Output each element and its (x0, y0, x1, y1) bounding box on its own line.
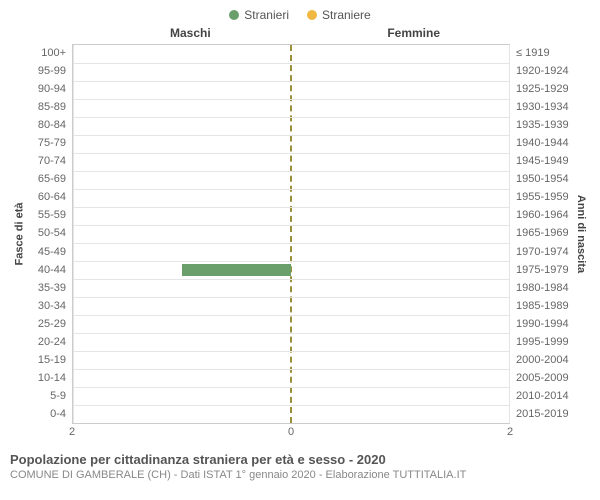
age-label: 65-69 (28, 171, 66, 189)
bar-row (73, 369, 509, 387)
plot-row: Fasce di età 100+95-9990-9485-8980-8475-… (10, 44, 590, 424)
age-label: 80-84 (28, 116, 66, 134)
legend-swatch-male (229, 10, 239, 20)
birth-label: 1945-1949 (516, 153, 572, 171)
bar-row (73, 297, 509, 315)
age-label: 10-14 (28, 370, 66, 388)
footer-subtitle: COMUNE DI GAMBERALE (CH) - Dati ISTAT 1°… (10, 469, 590, 481)
age-label: 25-29 (28, 315, 66, 333)
bar-row (73, 405, 509, 423)
bar-row (73, 351, 509, 369)
y-axis-title-right: Anni di nascita (572, 44, 590, 424)
bar-row (73, 153, 509, 171)
bars (73, 45, 509, 423)
age-label: 45-49 (28, 243, 66, 261)
age-label: 30-34 (28, 297, 66, 315)
x-tick-label: 2 (69, 426, 75, 438)
birth-label: 1970-1974 (516, 243, 572, 261)
bar-row (73, 135, 509, 153)
age-label: 15-19 (28, 352, 66, 370)
x-tick-label: 2 (507, 426, 513, 438)
bar-male (182, 264, 291, 277)
age-label: 70-74 (28, 153, 66, 171)
age-labels: 100+95-9990-9485-8980-8475-7970-7465-696… (28, 44, 72, 424)
age-label: 60-64 (28, 189, 66, 207)
birth-label: 1950-1954 (516, 171, 572, 189)
age-label: 100+ (28, 44, 66, 62)
bar-row (73, 81, 509, 99)
legend-label-male: Stranieri (244, 8, 289, 22)
birth-label: 1980-1984 (516, 279, 572, 297)
legend-swatch-female (307, 10, 317, 20)
birth-label: 1960-1964 (516, 207, 572, 225)
age-label: 20-24 (28, 334, 66, 352)
age-label: 55-59 (28, 207, 66, 225)
bar-row (73, 315, 509, 333)
x-axis: 2 0 2 (10, 426, 590, 442)
age-label: 5-9 (28, 388, 66, 406)
bar-row (73, 117, 509, 135)
birth-label: 1995-1999 (516, 334, 572, 352)
birth-label: 1930-1934 (516, 98, 572, 116)
bar-row (73, 63, 509, 81)
y-axis-title-left: Fasce di età (10, 44, 28, 424)
legend-item-male: Stranieri (229, 8, 289, 22)
birth-label: 1975-1979 (516, 261, 572, 279)
bar-row (73, 99, 509, 117)
bar-row (73, 333, 509, 351)
age-label: 35-39 (28, 279, 66, 297)
birth-label: ≤ 1919 (516, 44, 572, 62)
birth-label: 2015-2019 (516, 406, 572, 424)
bar-row (73, 387, 509, 405)
bar-row (73, 207, 509, 225)
bar-row (73, 45, 509, 63)
birth-label: 1925-1929 (516, 80, 572, 98)
birth-label: 1920-1924 (516, 62, 572, 80)
chart-container: Stranieri Straniere Maschi Femmine Fasce… (0, 0, 600, 500)
age-label: 40-44 (28, 261, 66, 279)
birth-label: 1990-1994 (516, 315, 572, 333)
bar-row (73, 189, 509, 207)
age-label: 85-89 (28, 98, 66, 116)
birth-label: 1940-1944 (516, 134, 572, 152)
legend-item-female: Straniere (307, 8, 371, 22)
footer: Popolazione per cittadinanza straniera p… (10, 452, 590, 481)
age-label: 50-54 (28, 225, 66, 243)
age-label: 90-94 (28, 80, 66, 98)
bar-row (73, 243, 509, 261)
birth-label: 2005-2009 (516, 370, 572, 388)
birth-label: 2000-2004 (516, 352, 572, 370)
column-headers: Maschi Femmine (10, 26, 590, 44)
legend-label-female: Straniere (322, 8, 371, 22)
legend: Stranieri Straniere (10, 8, 590, 22)
birth-label: 1965-1969 (516, 225, 572, 243)
birth-label: 1955-1959 (516, 189, 572, 207)
birth-label: 1935-1939 (516, 116, 572, 134)
plot-area (72, 44, 510, 424)
column-header-male: Maschi (170, 26, 211, 40)
footer-title: Popolazione per cittadinanza straniera p… (10, 452, 590, 467)
age-label: 0-4 (28, 406, 66, 424)
x-ticks: 2 0 2 (72, 426, 510, 442)
bar-row (73, 225, 509, 243)
birth-label: 2010-2014 (516, 388, 572, 406)
bar-row (73, 261, 509, 279)
x-tick-label: 0 (288, 426, 294, 438)
bar-row (73, 279, 509, 297)
bar-row (73, 171, 509, 189)
age-label: 95-99 (28, 62, 66, 80)
birth-label: 1985-1989 (516, 297, 572, 315)
age-label: 75-79 (28, 134, 66, 152)
birth-year-labels: ≤ 19191920-19241925-19291930-19341935-19… (510, 44, 572, 424)
column-header-female: Femmine (387, 26, 440, 40)
